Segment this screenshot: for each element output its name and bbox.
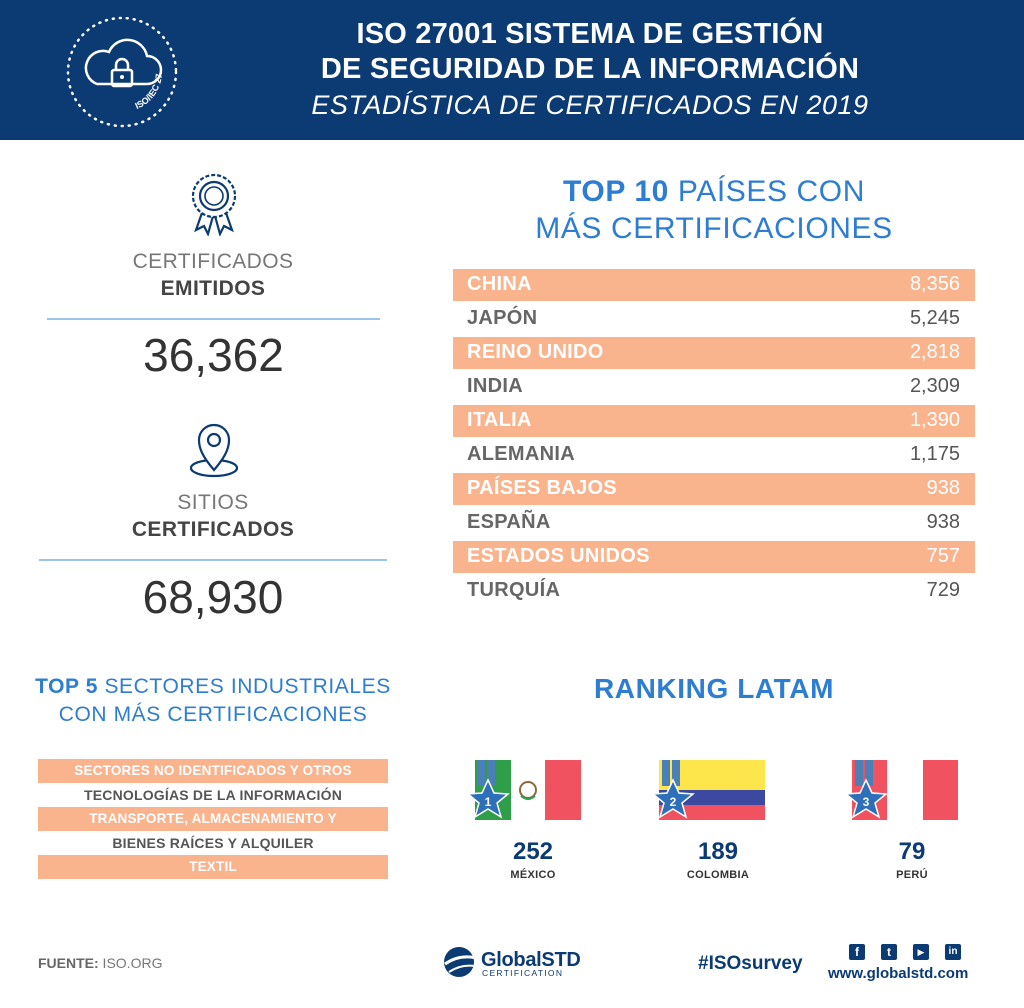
logo-subtitle: CERTIFICATION	[482, 968, 564, 978]
country-value: 5,245	[909, 307, 960, 329]
country-name: ESPAÑA	[467, 511, 551, 533]
country-name: INDIA	[467, 375, 523, 397]
country-name: JAPÓN	[467, 307, 538, 329]
country-value: 1,175	[909, 443, 960, 465]
latam-title: RANKING LATAM	[593, 673, 835, 704]
title-line-1: ISO 27001 SISTEMA DE GESTIÓN	[356, 18, 824, 50]
header-banner	[0, 0, 1024, 140]
sector-item: TRANSPORTE, ALMACENAMIENTO Y COMUNICACIÓ…	[38, 807, 388, 850]
award-ribbon-icon	[191, 173, 237, 236]
medal-icon: 1	[466, 760, 510, 819]
country-value: 729	[926, 579, 960, 601]
country-value: 938	[926, 477, 960, 499]
table-row: REINO UNIDO 2,818	[453, 337, 975, 369]
stat-value: 36,362	[143, 329, 284, 381]
colombia-flag-icon	[659, 760, 765, 820]
table-row: ALEMANIA 1,175	[453, 439, 975, 471]
rank-number: 1	[485, 795, 492, 809]
top10-title-line-1: TOP 10 PAÍSES CON	[563, 175, 865, 208]
sector-item: TECNOLOGÍAS DE LA INFORMACIÓN	[83, 787, 343, 803]
table-row: ESTADOS UNIDOS 757	[453, 541, 975, 573]
stat-label-bold: EMITIDOS	[160, 277, 266, 300]
top10-title-line-2: MÁS CERTIFICACIONES	[535, 212, 893, 245]
table-row: PAÍSES BAJOS 938	[453, 473, 975, 505]
subtitle: ESTADÍSTICA DE CERTIFICADOS EN 2019	[311, 90, 869, 120]
source-text: FUENTE: ISO.ORG	[38, 955, 163, 971]
country-value: 2,309	[909, 375, 960, 397]
linkedin-icon[interactable]: in	[945, 944, 961, 960]
medal-icon: 2	[651, 760, 695, 819]
sectors-title-line-1: TOP 5 SECTORES INDUSTRIALES	[35, 675, 391, 698]
table-row: ITALIA 1,390	[453, 405, 975, 437]
latam-country: COLOMBIA	[686, 869, 750, 881]
stat-label-bold: CERTIFICADOS	[131, 518, 295, 541]
svg-text:ISO/IEC 27001: ISO/IEC 27001	[62, 12, 164, 111]
latam-value: 189	[697, 838, 739, 865]
location-pin-icon	[189, 423, 239, 478]
website-link[interactable]: www.globalstd.com	[828, 965, 969, 982]
country-value: 8,356	[909, 273, 960, 295]
twitter-icon[interactable]: t	[881, 944, 897, 960]
country-name: ALEMANIA	[467, 443, 575, 465]
medal-icon: 3	[844, 760, 888, 819]
sector-item: SECTORES NO IDENTIFICADOS Y OTROS SERVIC…	[38, 759, 388, 802]
table-row: ESPAÑA 938	[453, 507, 975, 539]
latam-country: PERÚ	[896, 869, 928, 881]
stat-label: CERTIFICADOS	[132, 250, 294, 273]
logo-name: GlobalSTD	[481, 949, 581, 971]
title-line-2: DE SEGURIDAD DE LA INFORMACIÓN	[320, 53, 860, 85]
country-name: ITALIA	[467, 409, 532, 431]
latam-value: 79	[898, 838, 926, 865]
country-name: PAÍSES BAJOS	[467, 477, 617, 499]
globalstd-logo-icon	[444, 947, 478, 977]
country-name: CHINA	[467, 273, 532, 295]
divider	[47, 318, 380, 320]
rank-number: 3	[863, 795, 870, 809]
rank-number: 2	[670, 795, 677, 809]
latam-value: 252	[512, 838, 554, 865]
sector-item: BIENES RAÍCES Y ALQUILER	[112, 835, 314, 851]
country-name: REINO UNIDO	[467, 341, 604, 363]
table-row: TURQUÍA 729	[453, 575, 975, 607]
country-value: 2,818	[909, 341, 960, 363]
stat-label: SITIOS	[177, 491, 249, 514]
sectors-title-line-2: CON MÁS CERTIFICACIONES	[58, 703, 368, 726]
table-row: CHINA 8,356	[453, 269, 975, 301]
hashtag[interactable]: #ISOsurvey	[698, 953, 803, 974]
country-value: 1,390	[909, 409, 960, 431]
country-value: 757	[926, 545, 960, 567]
youtube-icon[interactable]: ▶	[913, 944, 929, 960]
stat-value: 68,930	[142, 571, 284, 623]
country-name: ESTADOS UNIDOS	[467, 545, 650, 567]
table-row: INDIA 2,309	[453, 371, 975, 403]
country-value: 938	[926, 511, 960, 533]
sector-item: TEXTIL	[38, 855, 388, 879]
divider	[39, 559, 387, 561]
badge-text: ISO/IEC 27001	[62, 12, 164, 111]
table-row: JAPÓN 5,245	[453, 303, 975, 335]
iso-badge-icon: ISO/IEC 27001	[62, 12, 178, 128]
country-name: TURQUÍA	[467, 579, 561, 601]
latam-country: MÉXICO	[510, 869, 556, 881]
facebook-icon[interactable]: f	[849, 944, 865, 960]
